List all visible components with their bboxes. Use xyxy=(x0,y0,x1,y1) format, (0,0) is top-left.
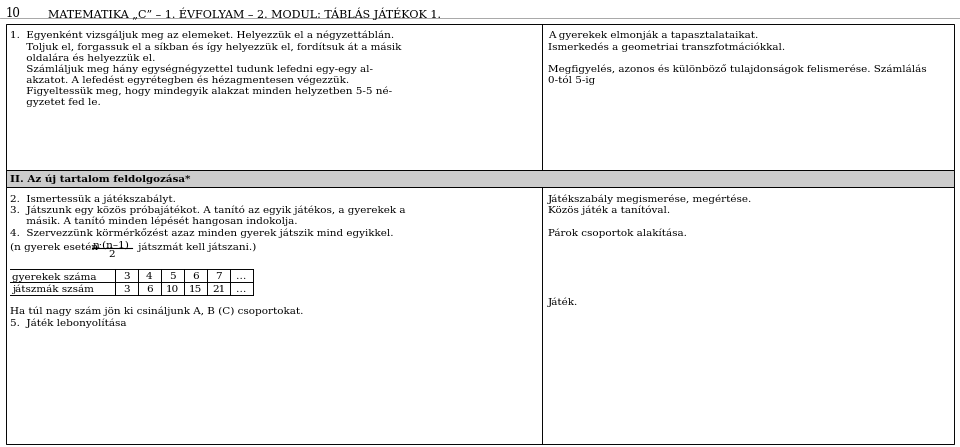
Text: n·(n–1): n·(n–1) xyxy=(93,241,130,250)
Text: 3: 3 xyxy=(123,285,130,294)
Text: Számláljuk meg hány egységnégyzettel tudunk lefedni egy-egy al-: Számláljuk meg hány egységnégyzettel tud… xyxy=(10,65,373,74)
Text: 5: 5 xyxy=(169,272,176,281)
Text: 4: 4 xyxy=(146,272,153,281)
Text: 1.  Egyenként vizsgáljuk meg az elemeket. Helyezzük el a négyzettáblán.: 1. Egyenként vizsgáljuk meg az elemeket.… xyxy=(10,31,395,41)
Text: II. Az új tartalom feldolgozása*: II. Az új tartalom feldolgozása* xyxy=(10,174,190,184)
Text: …: … xyxy=(236,285,247,294)
Text: játszmák szsám: játszmák szsám xyxy=(12,285,94,295)
Text: másik. A tanító minden lépését hangosan indokolja.: másik. A tanító minden lépését hangosan … xyxy=(10,217,298,227)
Text: 3: 3 xyxy=(123,272,130,281)
Text: Toljuk el, forgassuk el a síkban és így helyezzük el, fordítsuk át a másik: Toljuk el, forgassuk el a síkban és így … xyxy=(10,42,401,52)
Text: játszmát kell játszani.): játszmát kell játszani.) xyxy=(135,243,256,253)
Text: 3.  Játszunk egy közös próbajátékot. A tanító az egyik játékos, a gyerekek a: 3. Játszunk egy közös próbajátékot. A ta… xyxy=(10,206,405,215)
Text: 4.  Szervezzünk körmérkőzést azaz minden gyerek játszik mind egyikkel.: 4. Szervezzünk körmérkőzést azaz minden … xyxy=(10,228,394,238)
Text: Párok csoportok alakítása.: Párok csoportok alakítása. xyxy=(548,228,686,238)
Text: 7: 7 xyxy=(215,272,222,281)
Text: 10: 10 xyxy=(166,285,180,294)
Text: 6: 6 xyxy=(192,272,199,281)
Text: Játék.: Játék. xyxy=(548,298,578,307)
Text: 21: 21 xyxy=(212,285,226,294)
Text: Megfigyelés, azonos és különböző tulajdonságok felismerése. Számlálás: Megfigyelés, azonos és különböző tulajdo… xyxy=(548,65,926,74)
Text: A gyerekek elmonják a tapasztalataikat.: A gyerekek elmonják a tapasztalataikat. xyxy=(548,31,758,41)
Text: Figyeltessük meg, hogy mindegyik alakzat minden helyzetben 5-5 né-: Figyeltessük meg, hogy mindegyik alakzat… xyxy=(10,87,392,97)
Text: Ismerkedés a geometriai transzfotmációkkal.: Ismerkedés a geometriai transzfotmációkk… xyxy=(548,42,785,52)
Text: Közös játék a tanítóval.: Közös játék a tanítóval. xyxy=(548,206,670,215)
Text: 2: 2 xyxy=(108,250,115,259)
Text: 2.  Ismertessük a játékszabályt.: 2. Ismertessük a játékszabályt. xyxy=(10,194,176,203)
Text: oldalára és helyezzük el.: oldalára és helyezzük el. xyxy=(10,53,156,63)
Text: 0-tól 5-ig: 0-tól 5-ig xyxy=(548,76,595,85)
Text: …: … xyxy=(236,272,247,281)
Text: gyzetet fed le.: gyzetet fed le. xyxy=(10,98,101,107)
Bar xyxy=(6,24,954,170)
Text: 10: 10 xyxy=(6,7,21,20)
Bar xyxy=(6,187,954,444)
Text: 15: 15 xyxy=(189,285,203,294)
Text: akzatot. A lefedést egyrétegben és hézagmentesen végezzük.: akzatot. A lefedést egyrétegben és hézag… xyxy=(10,76,349,85)
Text: Ha túl nagy szám jön ki csináljunk A, B (C) csoportokat.: Ha túl nagy szám jön ki csináljunk A, B … xyxy=(10,307,303,316)
Text: Játékszabály megismerése, megértése.: Játékszabály megismerése, megértése. xyxy=(548,194,753,203)
Text: 5.  Játék lebonyolítása: 5. Játék lebonyolítása xyxy=(10,319,127,328)
Text: 6: 6 xyxy=(146,285,153,294)
Bar xyxy=(6,170,954,187)
Text: gyerekek száma: gyerekek száma xyxy=(12,272,97,282)
Text: (n gyerek esetén: (n gyerek esetén xyxy=(10,243,102,253)
Text: MATEMATIKA „C” – 1. ÉVFOLYAM – 2. MODUL: TÁBLÁS JÁTÉKOK 1.: MATEMATIKA „C” – 1. ÉVFOLYAM – 2. MODUL:… xyxy=(48,7,441,20)
